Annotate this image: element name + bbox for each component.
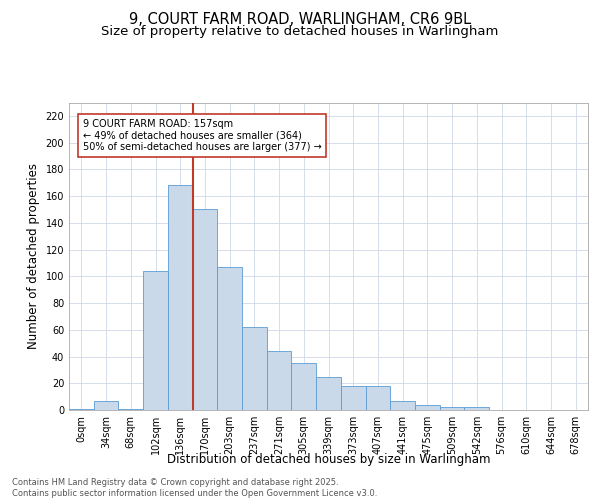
Text: Contains HM Land Registry data © Crown copyright and database right 2025.
Contai: Contains HM Land Registry data © Crown c…: [12, 478, 377, 498]
Text: 9 COURT FARM ROAD: 157sqm
← 49% of detached houses are smaller (364)
50% of semi: 9 COURT FARM ROAD: 157sqm ← 49% of detac…: [83, 118, 322, 152]
Bar: [316, 376, 341, 410]
Text: 9, COURT FARM ROAD, WARLINGHAM, CR6 9BL: 9, COURT FARM ROAD, WARLINGHAM, CR6 9BL: [129, 12, 471, 28]
Bar: [217, 267, 242, 410]
Bar: [143, 271, 168, 410]
Bar: [415, 404, 440, 410]
Bar: [464, 408, 489, 410]
Bar: [341, 386, 365, 410]
Bar: [168, 186, 193, 410]
Bar: [365, 386, 390, 410]
Bar: [292, 363, 316, 410]
Text: Distribution of detached houses by size in Warlingham: Distribution of detached houses by size …: [167, 452, 491, 466]
Bar: [94, 400, 118, 410]
Text: Size of property relative to detached houses in Warlingham: Size of property relative to detached ho…: [101, 25, 499, 38]
Bar: [193, 210, 217, 410]
Bar: [118, 408, 143, 410]
Bar: [267, 351, 292, 410]
Bar: [390, 400, 415, 410]
Y-axis label: Number of detached properties: Number of detached properties: [27, 163, 40, 350]
Bar: [69, 408, 94, 410]
Bar: [440, 408, 464, 410]
Bar: [242, 327, 267, 410]
